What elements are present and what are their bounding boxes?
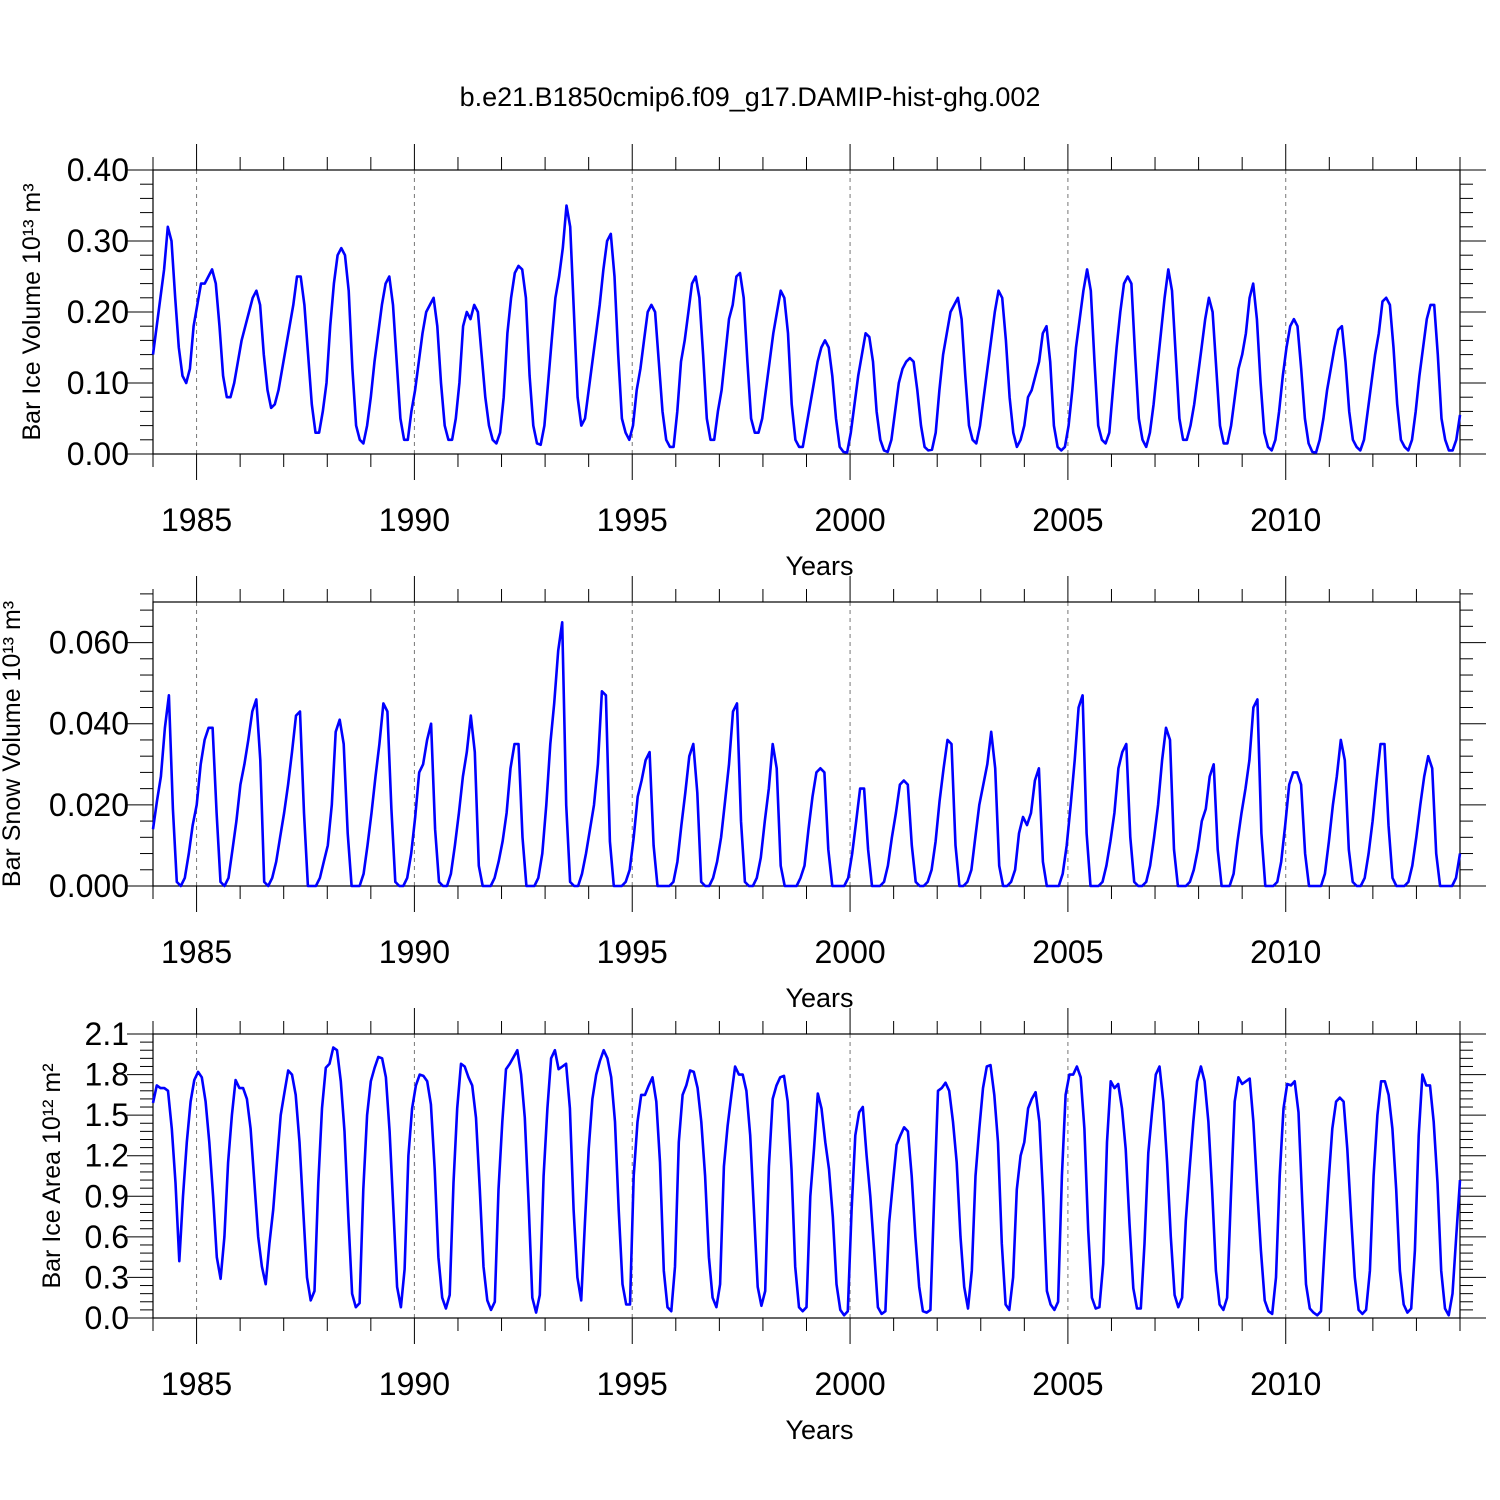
y-tick-label: 1.2	[85, 1138, 129, 1174]
x-tick-label: 1995	[597, 502, 668, 538]
y-tick-label: 0.0	[85, 1300, 129, 1336]
x-tick-label: 1990	[379, 934, 450, 970]
x-tick-label: 2005	[1032, 502, 1103, 538]
y-tick-label: 0.000	[49, 868, 129, 904]
y-tick-label: 0.6	[85, 1219, 129, 1255]
y-axis-label: Bar Ice Area 10¹² m²	[38, 1063, 66, 1288]
x-tick-label: 1985	[161, 502, 232, 538]
y-tick-label: 0.30	[67, 223, 129, 259]
panels: 1985 1990 1995 2000 2005 20100.000.100.200.30…	[0, 144, 1486, 1445]
series-line	[151, 620, 1462, 888]
x-tick-label: 2005	[1032, 934, 1103, 970]
figure-title: b.e21.B1850cmip6.f09_g17.DAMIP-hist-ghg.…	[460, 82, 1041, 112]
x-tick-label: 2000	[814, 1366, 885, 1402]
x-tick-label: 1995	[597, 1366, 668, 1402]
panel-1: 1985 1990 1995 2000 2005 2010 0.00 0.10 0.20 0.30…	[18, 144, 1486, 581]
x-tick-label: 1990	[379, 502, 450, 538]
y-tick-label: 0.020	[49, 787, 129, 823]
y-axis-label: Bar Ice Volume 10¹³ m³	[18, 183, 46, 440]
y-tick-label: 0.40	[67, 152, 129, 188]
x-tick-label: 2010	[1250, 1366, 1321, 1402]
y-tick-label: 0.00	[67, 436, 129, 472]
panel-3: 1985 1990 1995 2000 2005 2010 0.0 0.3 0.6 0.9 1.2 1…	[38, 1008, 1486, 1445]
x-axis-label: Years	[785, 551, 853, 581]
y-tick-label: 0.20	[67, 294, 129, 330]
y-tick-label: 0.060	[49, 625, 129, 661]
x-tick-label: 2010	[1250, 934, 1321, 970]
x-tick-label: 2000	[814, 934, 885, 970]
panel-2: 1985 1990 1995 2000 2005 2010 0.000 0.020 0.040 0…	[0, 576, 1486, 1013]
y-tick-label: 1.5	[85, 1097, 129, 1133]
x-tick-label: 1985	[161, 934, 232, 970]
x-axis-label: Years	[785, 983, 853, 1013]
x-tick-label: 1985	[161, 1366, 232, 1402]
series-line	[151, 1046, 1462, 1317]
y-tick-label: 0.10	[67, 365, 129, 401]
y-axis-label: Bar Snow Volume 10¹³ m³	[0, 601, 26, 887]
y-tick-label: 1.8	[85, 1057, 129, 1093]
x-tick-label: 1995	[597, 934, 668, 970]
x-tick-label: 2010	[1250, 502, 1321, 538]
y-tick-label: 0.3	[85, 1259, 129, 1295]
x-tick-label: 2005	[1032, 1366, 1103, 1402]
x-tick-label: 1990	[379, 1366, 450, 1402]
x-axis-label: Years	[785, 1415, 853, 1445]
x-tick-label: 2000	[814, 502, 885, 538]
series-line	[151, 204, 1462, 454]
y-tick-label: 0.9	[85, 1178, 129, 1214]
y-tick-label: 2.1	[85, 1016, 129, 1052]
y-tick-label: 0.040	[49, 706, 129, 742]
